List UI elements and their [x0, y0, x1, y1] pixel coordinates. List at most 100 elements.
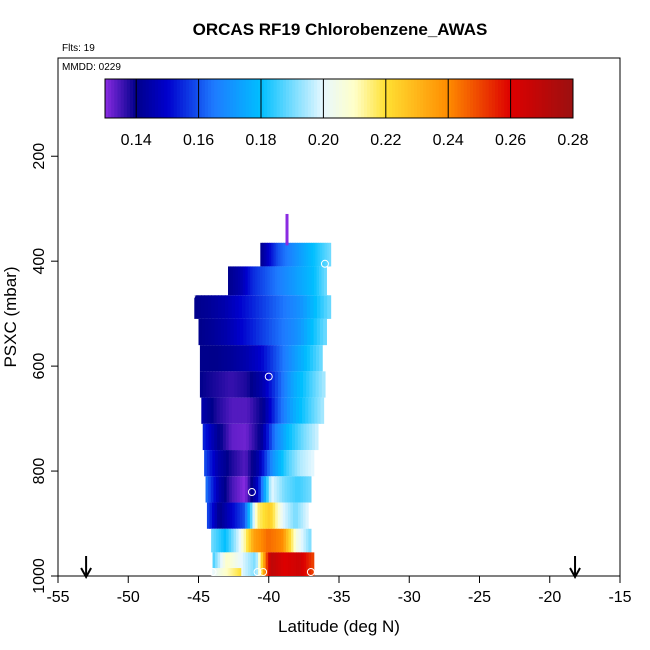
heatmap-cell	[232, 568, 235, 576]
x-tick-label: -55	[46, 589, 69, 606]
heatmap-cell	[306, 371, 310, 398]
colorbar-strip	[532, 79, 537, 118]
heatmap-cell	[297, 423, 302, 451]
colorbar-strip	[401, 79, 406, 118]
heatmap-cell	[272, 502, 276, 529]
heatmap-cell	[300, 476, 304, 503]
heatmap-cell	[201, 295, 206, 319]
heatmap-cell	[314, 242, 318, 267]
heatmap-cell	[243, 423, 247, 451]
heatmap-cell	[208, 423, 212, 451]
heatmap-cell	[231, 476, 236, 503]
colorbar-strip	[314, 79, 318, 118]
heatmap-cell	[213, 568, 215, 576]
heatmap-cell	[247, 502, 251, 529]
colorbar-strip	[363, 79, 368, 118]
heatmap-cell	[242, 266, 246, 296]
heatmap-cell	[268, 552, 272, 576]
heatmap-cell	[277, 242, 281, 267]
heatmap-cell	[310, 450, 315, 477]
heatmap-cell	[287, 371, 292, 398]
heatmap-cell	[267, 450, 271, 477]
heatmap-cell	[287, 476, 291, 503]
colorbar-strip	[282, 79, 287, 118]
heatmap-cell	[219, 502, 223, 529]
heatmap-cell	[306, 552, 310, 576]
heatmap-cell	[306, 295, 311, 319]
heatmap-cell	[242, 345, 247, 372]
heatmap-cell	[303, 295, 308, 319]
heatmap-cell	[224, 295, 229, 319]
heatmap-cell	[316, 345, 320, 372]
colorbar-strip	[108, 79, 112, 118]
heatmap-cell	[262, 242, 265, 267]
heatmap-cell	[234, 423, 238, 451]
sample-markers	[187, 259, 329, 576]
heatmap-cell	[290, 371, 295, 398]
colorbar-strip	[301, 79, 306, 118]
heatmap-cell	[201, 318, 206, 346]
heatmap-cell	[275, 502, 279, 529]
heatmap-cell	[263, 528, 267, 553]
heatmap-cell	[317, 397, 322, 424]
heatmap-cell	[308, 397, 312, 424]
heatmap-cell	[290, 528, 295, 553]
colorbar-strip	[145, 79, 150, 118]
colorbar-strip	[541, 79, 546, 118]
heatmap-cell	[281, 318, 286, 346]
colorbar-strip	[220, 79, 225, 118]
sample-marker	[187, 291, 196, 300]
heatmap-cell	[254, 502, 259, 529]
heatmap-cell	[292, 397, 297, 424]
colorbar-strip	[335, 79, 340, 118]
heatmap-cell	[230, 318, 235, 346]
colorbar-strip	[448, 79, 452, 118]
heatmap-cell	[300, 423, 305, 451]
heatmap-cell	[265, 397, 270, 424]
heatmap-cell	[206, 345, 210, 372]
heatmap-cell	[220, 318, 225, 346]
heatmap-cell	[242, 476, 246, 503]
heatmap-cell	[284, 371, 289, 398]
heatmap-cell	[291, 318, 295, 346]
colorbar-strip	[236, 79, 240, 118]
heatmap-cell	[282, 266, 286, 296]
heatmap-cell	[218, 345, 222, 372]
heatmap-cell	[291, 266, 295, 296]
heatmap-cell	[214, 295, 219, 319]
colorbar-strip	[242, 79, 246, 118]
heatmap-cell	[234, 502, 238, 529]
heatmap-cell	[312, 423, 316, 451]
heatmap-cell	[253, 371, 257, 398]
heatmap-cell	[264, 450, 268, 477]
heatmap-cell	[321, 371, 326, 398]
heatmap-cell	[230, 568, 233, 576]
heatmap-cell	[311, 552, 315, 576]
colorbar-strip	[151, 79, 156, 118]
heatmap-cell	[245, 295, 250, 319]
heatmap-cell	[238, 295, 243, 319]
heatmap-cell	[284, 266, 288, 296]
heatmap-cell	[239, 502, 243, 529]
colorbar-strip	[267, 79, 271, 118]
heatmap-cell	[221, 568, 223, 576]
colorbar-strip	[186, 79, 190, 118]
heatmap-cell	[258, 552, 262, 576]
heatmap-cell	[298, 552, 302, 576]
heatmap-cell	[268, 476, 272, 503]
colorbar-tick-label: 0.22	[370, 132, 401, 149]
heatmap-cell	[269, 242, 272, 267]
heatmap-cell	[290, 552, 295, 576]
heatmap-cell	[246, 528, 250, 553]
y-tick-label: 400	[31, 248, 48, 275]
heatmap-cell	[296, 552, 300, 576]
heatmap-cell	[301, 266, 305, 296]
heatmap-cell	[308, 476, 312, 503]
colorbar-tick-label: 0.16	[183, 132, 214, 149]
heatmap-cell	[241, 528, 245, 553]
heatmap-cell	[328, 242, 332, 267]
heatmap-cell	[224, 345, 229, 372]
heatmap-cell	[251, 528, 255, 553]
heatmap-cell	[256, 318, 260, 346]
